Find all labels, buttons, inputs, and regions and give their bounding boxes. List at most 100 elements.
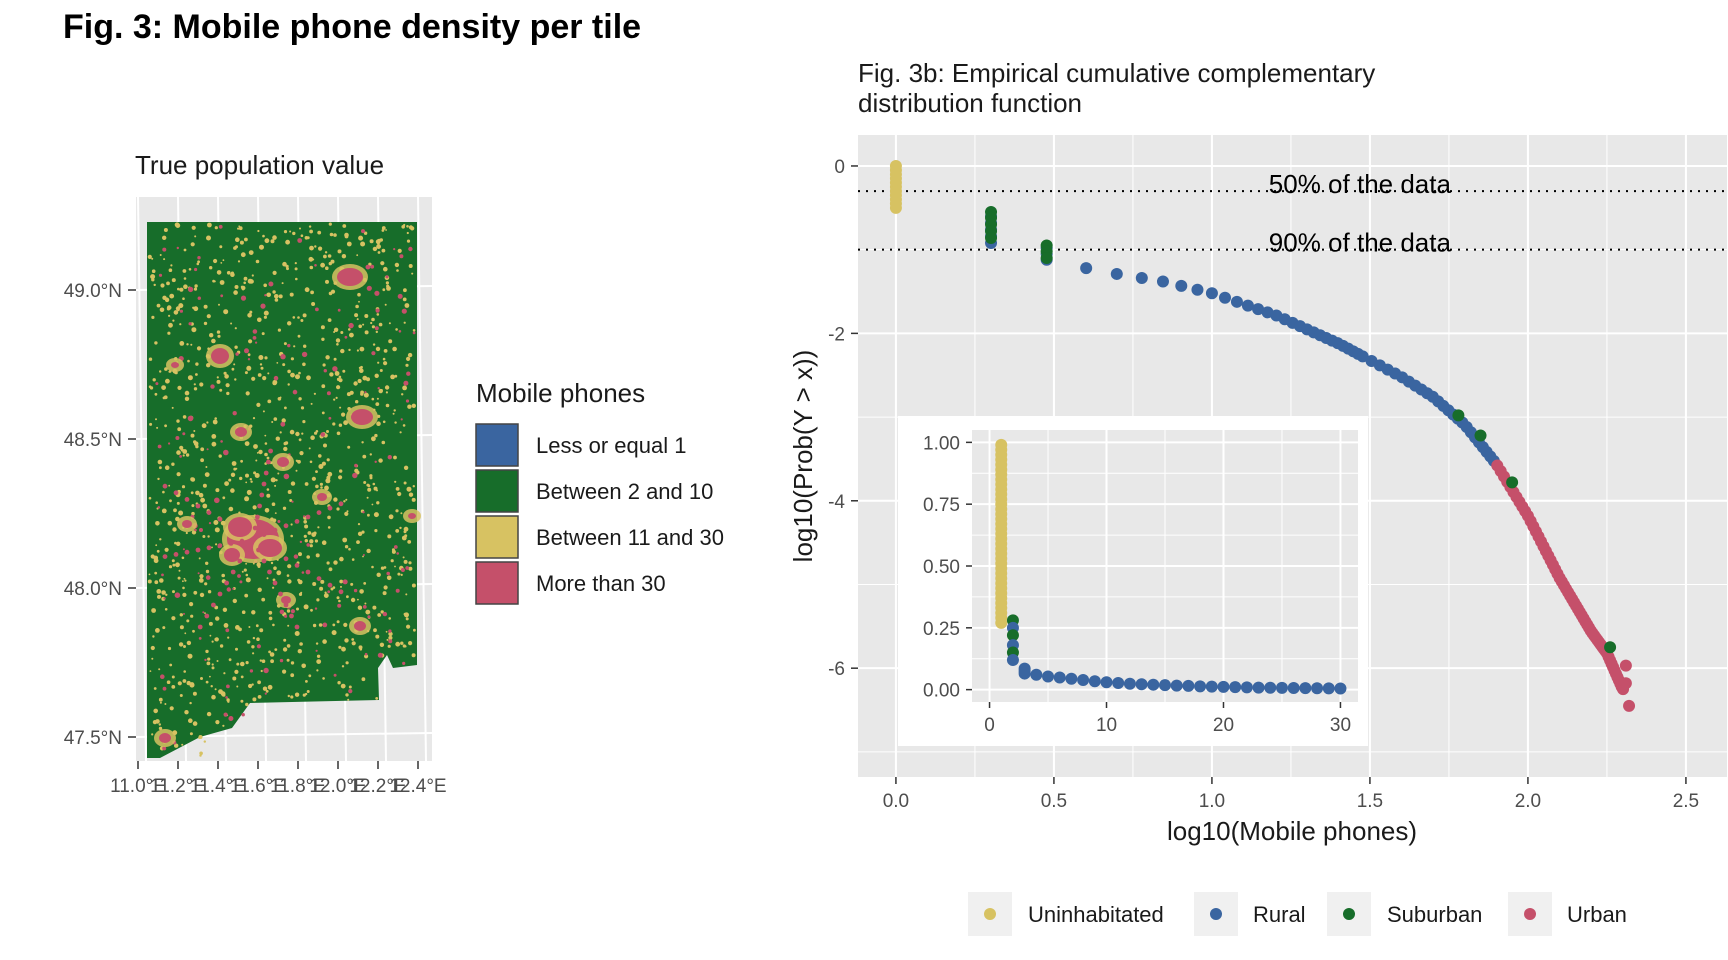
inset-point-rural [1182, 679, 1195, 692]
map-tile-yellow [236, 685, 239, 688]
map-urban-corridor [266, 459, 271, 465]
map-tile-yellow [380, 261, 385, 266]
map-tile-yellow [245, 577, 251, 583]
map-tile-yellow [222, 259, 225, 262]
map-urban-corridor [206, 545, 212, 551]
map-tile-yellow [400, 512, 403, 515]
map-tile-yellow [178, 642, 184, 647]
map-tile-yellow [228, 658, 232, 662]
map-urban-core [354, 621, 366, 631]
map-tile-yellow [165, 593, 168, 596]
map-tile-yellow [302, 420, 306, 424]
map-tile-yellow [315, 470, 318, 473]
inset-point-rural [1006, 629, 1019, 642]
map-tile-yellow [274, 484, 277, 487]
map-tile-yellow [178, 303, 184, 309]
ecdf-x-tick-label: 2.5 [1673, 791, 1699, 812]
map-urban-core [228, 517, 252, 537]
map-tile-yellow [330, 289, 336, 294]
map-tile-red [292, 389, 298, 395]
map-tile-yellow [318, 454, 322, 458]
map-urban-core [277, 457, 289, 467]
ecdf-point-rural [1205, 287, 1218, 300]
map-tile-yellow [203, 740, 206, 743]
map-tile-yellow [406, 486, 412, 492]
map-tile-yellow [394, 480, 397, 483]
map-tile-yellow [299, 227, 301, 230]
map-tile-yellow [257, 565, 261, 568]
map-tile-yellow [251, 610, 256, 615]
inset-x-tick-label: 30 [1330, 715, 1351, 736]
map-tile-yellow [203, 321, 208, 326]
map-tile-yellow [272, 290, 276, 294]
map-tile-yellow [406, 356, 411, 361]
map-tile-yellow [257, 229, 260, 233]
map-tile-yellow [382, 288, 386, 292]
map-tile-yellow [369, 474, 373, 478]
map-legend-label: Less or equal 1 [536, 433, 686, 458]
map-urban-corridor [217, 591, 223, 597]
map-tile-yellow [187, 359, 190, 363]
map-tile-yellow [358, 300, 360, 303]
map-tile-yellow [219, 280, 225, 285]
map-tile-yellow [355, 400, 359, 404]
map-tile-yellow [182, 297, 185, 301]
map-tile-yellow [274, 648, 278, 651]
map-tile-yellow [266, 292, 272, 298]
map-tile-yellow [338, 375, 342, 379]
map-tile-yellow [391, 549, 396, 554]
map-tile-yellow [155, 521, 160, 526]
map-tile-yellow [284, 441, 289, 445]
map-tile-yellow [282, 363, 286, 367]
map-tile-yellow [157, 594, 161, 599]
map-tile-yellow [246, 640, 251, 644]
map-tile-yellow [220, 262, 223, 264]
map-tile-yellow [233, 363, 236, 366]
map-urban-corridor [228, 541, 234, 546]
map-legend: Mobile phones Less or equal 1 Between 2 … [475, 378, 724, 605]
map-tile-yellow [182, 586, 185, 590]
map-tile-yellow [385, 391, 388, 394]
map-tile-red [290, 609, 295, 614]
map-tile-red [408, 246, 413, 252]
map-tile-yellow [282, 506, 287, 510]
ecdf-point-suburban [1474, 429, 1487, 442]
map-tile-yellow [241, 570, 244, 573]
inset-x-tick-label: 20 [1213, 715, 1234, 736]
map-tile-yellow [294, 267, 298, 271]
map-tile-red [232, 587, 235, 590]
map-tile-yellow [151, 608, 157, 613]
map-tile-yellow [231, 461, 237, 466]
map-tile-red [179, 455, 183, 458]
map-title: True population value [135, 150, 385, 180]
map-tile-yellow [147, 254, 152, 259]
map-tile-yellow [198, 557, 201, 560]
map-tile-yellow [406, 231, 409, 235]
map-tile-yellow [179, 625, 184, 630]
map-tile-yellow [179, 694, 183, 697]
map-tile-yellow [264, 508, 270, 513]
map-urban-core [258, 539, 282, 557]
map-tile-yellow [158, 723, 161, 726]
map-tile-yellow [358, 324, 363, 329]
map-tile-yellow [322, 639, 327, 644]
map-tile-yellow [286, 658, 290, 662]
map-tile-yellow [255, 459, 258, 462]
map-urban-corridor [195, 547, 201, 553]
map-tile-yellow [287, 383, 290, 386]
map-tile-yellow [248, 250, 254, 256]
inset-point-rural [1147, 678, 1160, 691]
map-tile-yellow [290, 534, 294, 538]
map-tile-yellow [356, 254, 359, 257]
inset-point-rural [1159, 679, 1171, 692]
map-tile-yellow [375, 346, 381, 352]
map-tile-yellow [353, 381, 358, 386]
map-tile-yellow [347, 445, 351, 449]
map-tile-yellow [357, 605, 363, 610]
map-tile-yellow [148, 385, 152, 389]
map-tile-yellow [166, 305, 172, 310]
map-tile-yellow [179, 511, 182, 515]
map-tile-yellow [206, 314, 211, 319]
map-y-axis: 47.5°N 48.0°N 48.5°N 49.0°N [64, 281, 136, 749]
map-tile-yellow [403, 481, 407, 485]
